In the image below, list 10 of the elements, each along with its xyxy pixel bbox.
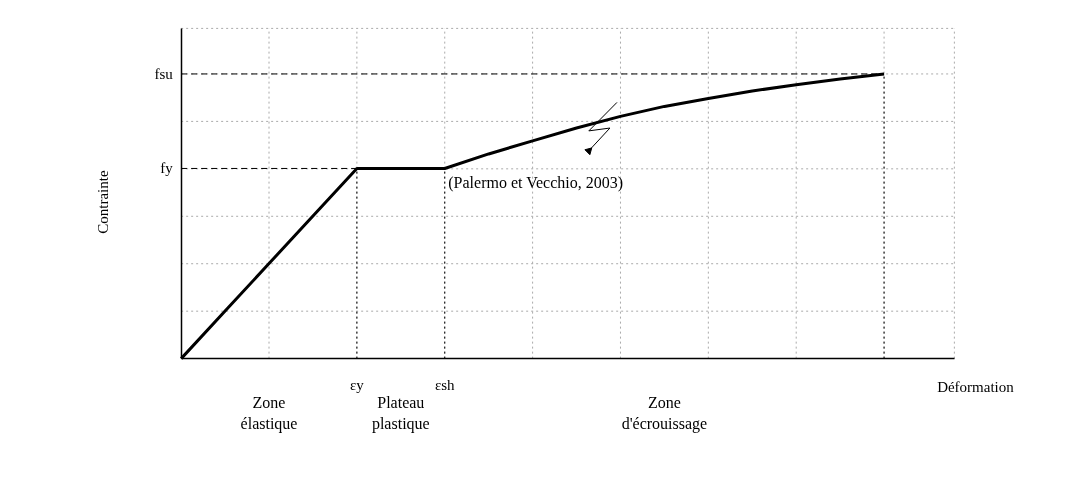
x-axis-title: Déformation (937, 379, 1015, 396)
text: Zone élastique (240, 394, 298, 433)
text: Plateau plastique (371, 394, 430, 433)
y-axis-title: Contrainte (95, 170, 112, 234)
annotation: (Palermo et Vecchio, 2003) (448, 173, 624, 192)
x-tick-label: εy (349, 376, 365, 393)
x-tick-label: εsh (434, 376, 456, 393)
ref-line-label: fsu (154, 65, 174, 82)
ref-line-label: fy (160, 160, 174, 177)
text: Zone d'écrouissage (621, 394, 708, 433)
